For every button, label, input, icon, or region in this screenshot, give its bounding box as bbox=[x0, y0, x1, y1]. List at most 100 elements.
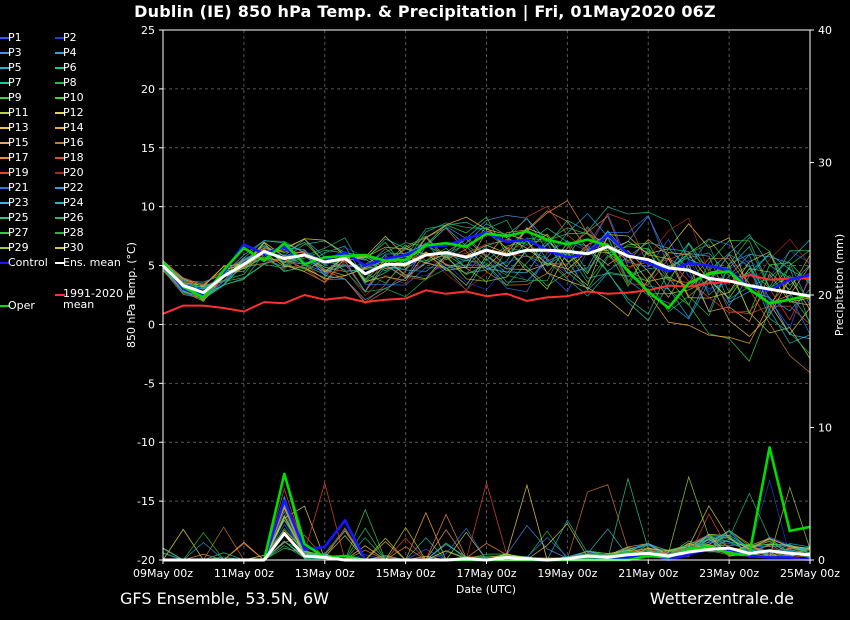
legend-label: Oper bbox=[8, 299, 35, 312]
y2-tick-label: 30 bbox=[818, 157, 832, 170]
member-precip-line bbox=[163, 527, 811, 561]
legend-label: P19 bbox=[8, 166, 29, 179]
legend-swatch bbox=[55, 82, 65, 84]
legend-label: P10 bbox=[63, 91, 84, 104]
y-tick-label: 0 bbox=[148, 318, 155, 331]
y2-tick-label: 10 bbox=[818, 422, 832, 435]
y-tick-label: -5 bbox=[144, 377, 155, 390]
y-tick-label: -20 bbox=[137, 554, 155, 567]
legend-swatch bbox=[55, 232, 65, 234]
y-tick-label: 5 bbox=[148, 260, 155, 273]
y-tick-label: -15 bbox=[137, 495, 155, 508]
x-tick-label: 11May 00z bbox=[214, 567, 274, 580]
legend-label: P22 bbox=[63, 181, 84, 194]
legend-label: P7 bbox=[8, 76, 22, 89]
legend-label: P8 bbox=[63, 76, 77, 89]
legend-swatch bbox=[55, 217, 65, 219]
y-tick-label: 25 bbox=[141, 24, 155, 37]
legend-label: P30 bbox=[63, 241, 84, 254]
member-temp-line bbox=[162, 227, 811, 340]
member-temp-line bbox=[162, 217, 811, 299]
legend-label: P28 bbox=[63, 226, 84, 239]
member-temp-line bbox=[162, 216, 811, 338]
legend-swatch bbox=[0, 247, 10, 249]
legend-label: P15 bbox=[8, 136, 29, 149]
legend-swatch bbox=[0, 97, 10, 99]
legend-label: P17 bbox=[8, 151, 29, 164]
legend-label: P27 bbox=[8, 226, 29, 239]
legend-swatch bbox=[0, 202, 10, 204]
legend-label: 1991-2020 mean bbox=[63, 287, 123, 311]
legend-label: P6 bbox=[63, 61, 77, 74]
legend-swatch bbox=[0, 262, 10, 264]
x-tick-label: 13May 00z bbox=[295, 567, 355, 580]
legend-swatch bbox=[0, 305, 10, 307]
legend-label: P18 bbox=[63, 151, 84, 164]
legend-swatch bbox=[55, 37, 65, 39]
legend-swatch bbox=[55, 67, 65, 69]
model-label: GFS Ensemble, 53.5N, 6W bbox=[120, 589, 329, 608]
legend-label: P13 bbox=[8, 121, 29, 134]
legend-label: P5 bbox=[8, 61, 22, 74]
legend-label: P3 bbox=[8, 46, 22, 59]
legend-label: P9 bbox=[8, 91, 22, 104]
legend-swatch bbox=[0, 112, 10, 114]
legend-swatch bbox=[0, 232, 10, 234]
legend: P1 P2 P3 P4 P5 P6 P7 P8 P9 P10 P11 P12 P13 P14 P15 P16 P… bbox=[0, 31, 130, 331]
legend-label: P11 bbox=[8, 106, 29, 119]
legend-label: P16 bbox=[63, 136, 84, 149]
x-tick-label: 19May 00z bbox=[537, 567, 597, 580]
chart-title: Dublin (IE) 850 hPa Temp. & Precipitatio… bbox=[134, 2, 716, 21]
legend-label: P2 bbox=[63, 31, 77, 44]
legend-label: P12 bbox=[63, 106, 84, 119]
legend-swatch bbox=[55, 187, 65, 189]
y-tick-label: -10 bbox=[137, 436, 155, 449]
x-tick-label: 21May 00z bbox=[618, 567, 678, 580]
legend-swatch bbox=[0, 52, 10, 54]
highlighted-series bbox=[161, 230, 811, 562]
series-temp-line bbox=[161, 245, 811, 298]
x-tick-label: 23May 00z bbox=[699, 567, 759, 580]
legend-swatch bbox=[0, 157, 10, 159]
y-axis-label: 850 hPa Temp. (°C) bbox=[125, 242, 138, 348]
x-tick-label: 09May 00z bbox=[133, 567, 193, 580]
legend-swatch bbox=[55, 202, 65, 204]
member-precip-line bbox=[163, 508, 811, 561]
x-tick-label: 15May 00z bbox=[376, 567, 436, 580]
legend-label: P23 bbox=[8, 196, 29, 209]
legend-swatch bbox=[0, 142, 10, 144]
y2-tick-label: 20 bbox=[818, 289, 832, 302]
legend-label: P26 bbox=[63, 211, 84, 224]
legend-label: P24 bbox=[63, 196, 84, 209]
legend-label: P20 bbox=[63, 166, 84, 179]
legend-label: P1 bbox=[8, 31, 22, 44]
legend-swatch bbox=[55, 262, 65, 264]
legend-swatch bbox=[55, 127, 65, 129]
y2-axis-label: Precipitation (mm) bbox=[833, 234, 846, 336]
axes: 25 20 15 10 5 0 -5 -10 -15 -20 40 30 20 10 0 09May 00z 1… bbox=[133, 24, 840, 580]
x-axis-label: Date (UTC) bbox=[456, 583, 516, 596]
legend-swatch bbox=[0, 67, 10, 69]
member-temp-line bbox=[162, 219, 811, 355]
legend-swatch bbox=[55, 247, 65, 249]
legend-swatch bbox=[55, 112, 65, 114]
site-label: Wetterzentrale.de bbox=[649, 589, 794, 608]
legend-label: P21 bbox=[8, 181, 29, 194]
y2-tick-label: 0 bbox=[818, 554, 825, 567]
member-precip-line bbox=[163, 528, 811, 561]
legend-swatch bbox=[55, 97, 65, 99]
legend-swatch bbox=[0, 82, 10, 84]
x-tick-label: 25May 00z bbox=[780, 567, 840, 580]
legend-label: Ens. mean bbox=[63, 256, 121, 269]
series-temp-line bbox=[162, 274, 810, 315]
legend-swatch bbox=[0, 172, 10, 174]
legend-label: P4 bbox=[63, 46, 77, 59]
legend-label: P14 bbox=[63, 121, 84, 134]
member-temp-line bbox=[162, 200, 811, 305]
legend-swatch bbox=[55, 157, 65, 159]
legend-swatch bbox=[55, 142, 65, 144]
y-tick-label: 20 bbox=[141, 83, 155, 96]
grid-lines bbox=[162, 29, 811, 561]
legend-label: P25 bbox=[8, 211, 29, 224]
y-tick-label: 15 bbox=[141, 142, 155, 155]
